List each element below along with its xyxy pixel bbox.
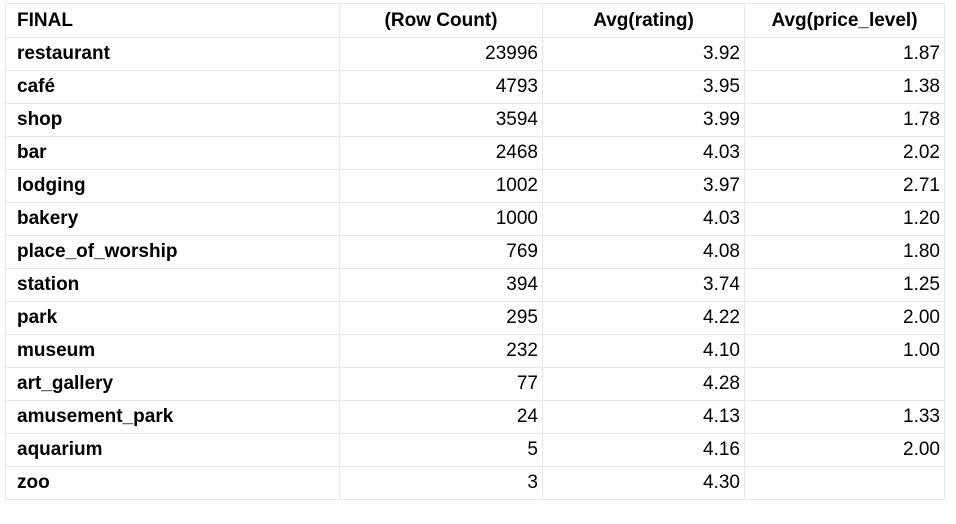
avg-price-level-cell[interactable]: 2.02 [744,136,945,170]
avg-price-level-cell[interactable]: 1.78 [744,103,945,137]
table-row: lodging 1002 3.97 2.71 [5,169,945,203]
avg-rating-cell[interactable]: 4.03 [542,136,745,170]
avg-price-level-cell[interactable]: 1.33 [744,400,945,434]
table-row: bakery 1000 4.03 1.20 [5,202,945,236]
table-row: aquarium 5 4.16 2.00 [5,433,945,467]
row-label-cell[interactable]: aquarium [5,433,340,467]
row-count-cell[interactable]: 769 [339,235,543,269]
avg-price-level-cell[interactable]: 1.87 [744,37,945,71]
row-label-cell[interactable]: place_of_worship [5,235,340,269]
avg-rating-cell[interactable]: 3.95 [542,70,745,104]
table-row: art_gallery 77 4.28 [5,367,945,401]
row-count-cell[interactable]: 1002 [339,169,543,203]
avg-rating-cell[interactable]: 3.92 [542,37,745,71]
row-label-cell[interactable]: amusement_park [5,400,340,434]
row-label-cell[interactable]: bar [5,136,340,170]
header-row: FINAL (Row Count) Avg(rating) Avg(price_… [5,3,945,38]
avg-price-level-cell[interactable]: 1.20 [744,202,945,236]
avg-price-level-cell[interactable]: 1.25 [744,268,945,302]
row-label-cell[interactable]: restaurant [5,37,340,71]
data-table: FINAL (Row Count) Avg(rating) Avg(price_… [5,3,945,500]
table-row: shop 3594 3.99 1.78 [5,103,945,137]
row-label-cell[interactable]: shop [5,103,340,137]
row-count-cell[interactable]: 3594 [339,103,543,137]
row-label-cell[interactable]: museum [5,334,340,368]
column-header-avg-price-level[interactable]: Avg(price_level) [744,3,945,38]
row-count-cell[interactable]: 3 [339,466,543,500]
avg-rating-cell[interactable]: 4.13 [542,400,745,434]
avg-rating-cell[interactable]: 3.74 [542,268,745,302]
avg-rating-cell[interactable]: 4.22 [542,301,745,335]
column-header-row-count[interactable]: (Row Count) [339,3,543,38]
table-body: restaurant 23996 3.92 1.87 café 4793 3.95 1.38 s… [5,37,945,500]
table-row: zoo 3 4.30 [5,466,945,500]
table-row: station 394 3.74 1.25 [5,268,945,302]
table-row: place_of_worship 769 4.08 1.80 [5,235,945,269]
row-label-cell[interactable]: park [5,301,340,335]
row-label-cell[interactable]: lodging [5,169,340,203]
table-row: restaurant 23996 3.92 1.87 [5,37,945,71]
row-count-cell[interactable]: 77 [339,367,543,401]
avg-rating-cell[interactable]: 3.99 [542,103,745,137]
row-label-cell[interactable]: art_gallery [5,367,340,401]
row-count-cell[interactable]: 4793 [339,70,543,104]
row-count-cell[interactable]: 5 [339,433,543,467]
avg-rating-cell[interactable]: 4.08 [542,235,745,269]
row-count-cell[interactable]: 24 [339,400,543,434]
row-label-cell[interactable]: café [5,70,340,104]
row-count-cell[interactable]: 23996 [339,37,543,71]
avg-rating-cell[interactable]: 4.30 [542,466,745,500]
avg-rating-cell[interactable]: 4.16 [542,433,745,467]
avg-price-level-cell[interactable]: 1.80 [744,235,945,269]
column-header-avg-rating[interactable]: Avg(rating) [542,3,745,38]
avg-rating-cell[interactable]: 4.28 [542,367,745,401]
avg-price-level-cell[interactable]: 2.71 [744,169,945,203]
avg-rating-cell[interactable]: 4.03 [542,202,745,236]
row-label-cell[interactable]: station [5,268,340,302]
avg-price-level-cell[interactable]: 1.00 [744,334,945,368]
avg-price-level-cell[interactable] [744,466,945,500]
table-row: amusement_park 24 4.13 1.33 [5,400,945,434]
table-row: bar 2468 4.03 2.02 [5,136,945,170]
avg-price-level-cell[interactable]: 1.38 [744,70,945,104]
row-count-cell[interactable]: 295 [339,301,543,335]
table-row: park 295 4.22 2.00 [5,301,945,335]
row-label-cell[interactable]: zoo [5,466,340,500]
row-label-cell[interactable]: bakery [5,202,340,236]
avg-price-level-cell[interactable]: 2.00 [744,301,945,335]
table-row: museum 232 4.10 1.00 [5,334,945,368]
row-count-cell[interactable]: 394 [339,268,543,302]
avg-rating-cell[interactable]: 3.97 [542,169,745,203]
avg-rating-cell[interactable]: 4.10 [542,334,745,368]
row-count-cell[interactable]: 232 [339,334,543,368]
row-count-cell[interactable]: 1000 [339,202,543,236]
avg-price-level-cell[interactable]: 2.00 [744,433,945,467]
row-count-cell[interactable]: 2468 [339,136,543,170]
table-row: café 4793 3.95 1.38 [5,70,945,104]
column-header-final[interactable]: FINAL [5,3,340,38]
avg-price-level-cell[interactable] [744,367,945,401]
